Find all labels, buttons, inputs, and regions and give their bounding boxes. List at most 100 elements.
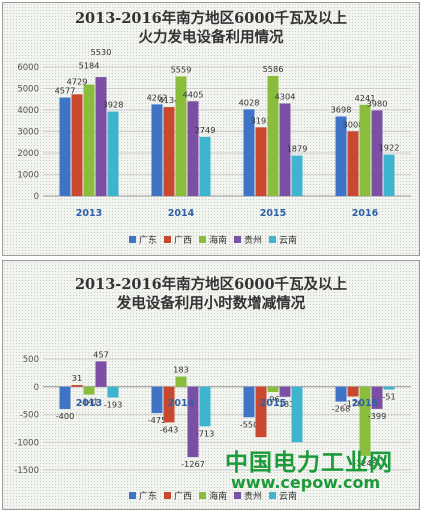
data-label: 5559 [171,64,192,74]
bar [291,386,303,443]
bar [163,386,175,423]
data-label: -193 [104,399,123,409]
legend-swatch [164,236,171,243]
y-tick-label: 4000 [17,106,39,116]
data-label: 3980 [367,98,388,108]
data-label: -51 [382,392,395,402]
legend-label: 云南 [279,490,297,502]
data-label: 1922 [379,143,400,153]
data-label: 3928 [103,100,124,110]
y-tick-label: 500 [23,355,39,365]
legend-label: 贵州 [244,234,262,246]
category-label: 2015 [260,398,286,409]
bar [199,136,211,196]
legend-swatch [199,236,206,243]
data-label: -713 [196,428,215,438]
bar [59,97,71,196]
bar [59,386,71,409]
bar [199,386,211,427]
legend-label: 广西 [174,490,192,502]
data-label: 4241 [355,93,376,103]
bar [151,386,163,414]
data-label: 457 [93,349,109,359]
data-label: 4304 [275,91,296,101]
bar [71,385,83,387]
y-tick-label: 5000 [17,85,39,95]
data-label: -475 [148,415,167,425]
data-label: -141 [80,397,99,407]
bar [383,386,395,390]
data-label: 4577 [55,86,76,96]
bar [83,84,95,196]
bar [83,386,95,395]
chart2-title-line2: 发电设备利用小时数增减情况 [116,295,306,312]
legend-swatch [269,492,276,499]
bar [71,94,83,196]
chart1-title-line1: 2013-2016年南方地区6000千瓦及以上 [74,10,348,27]
data-label: 3698 [331,104,352,114]
data-label: -1267 [181,459,205,469]
bar [359,386,371,456]
y-tick-label: 0 [34,192,39,202]
legend-swatch [234,492,241,499]
y-tick-label: 2000 [17,149,39,159]
data-label: 4729 [67,76,88,86]
data-label: -550 [240,419,259,429]
bar [335,386,347,402]
category-label: 2016 [352,208,379,219]
bar [243,386,255,418]
watermark-cn: 中国电力工业网 [225,450,393,476]
data-label: 3008 [343,119,364,129]
bar [243,109,255,196]
bar [187,101,199,196]
data-label: -400 [56,411,75,421]
data-label: -1245 [353,458,377,468]
data-label: 4028 [239,97,260,107]
legend-swatch [129,236,136,243]
bar [187,386,199,458]
legend-swatch [199,492,206,499]
data-label: -399 [368,411,387,421]
bar [107,386,119,398]
legend-label: 广西 [174,234,192,246]
data-label: 4134 [159,95,180,105]
chart2-title-line1: 2013-2016年南方地区6000千瓦及以上 [74,276,348,293]
data-label: 5586 [263,64,284,74]
chart-panel-change: 2013-2016年南方地区6000千瓦及以上 发电设备利用小时数增减情况 -1… [2,260,420,510]
bar [335,116,347,196]
y-tick-label: -1500 [14,466,39,476]
y-tick-label: -500 [20,411,39,421]
data-label: -181 [276,399,295,409]
chart-panel-utilization: 2013-2016年南方地区6000千瓦及以上 火力发电设备利用情况 0 1000… [2,2,420,256]
legend-swatch [269,236,276,243]
bar [95,361,107,387]
y-tick-label: -1000 [14,438,39,448]
bar [151,104,163,196]
bar [347,386,359,397]
chart1-title-line2: 火力发电设备利用情况 [138,29,284,46]
bar [255,127,267,196]
data-label: 4405 [183,89,204,99]
bar [163,107,175,196]
bar [359,104,371,196]
bar [371,386,383,409]
data-label: 31 [72,373,82,383]
bar [175,76,187,196]
bar [267,75,279,196]
legend-swatch [234,236,241,243]
bar [175,376,187,387]
category-label: 2014 [168,398,195,409]
category-label: 2014 [168,208,195,219]
data-label: -176 [344,399,363,409]
legend-label: 贵州 [244,490,262,502]
bar [279,103,291,196]
legend-label: 海南 [209,234,227,246]
bar [383,154,395,196]
data-label: 1879 [287,144,308,154]
category-label: 2013 [76,208,102,219]
bar [291,155,303,196]
bar [267,386,279,393]
y-tick-label: 6000 [17,63,39,73]
category-label: 2013 [76,398,102,409]
